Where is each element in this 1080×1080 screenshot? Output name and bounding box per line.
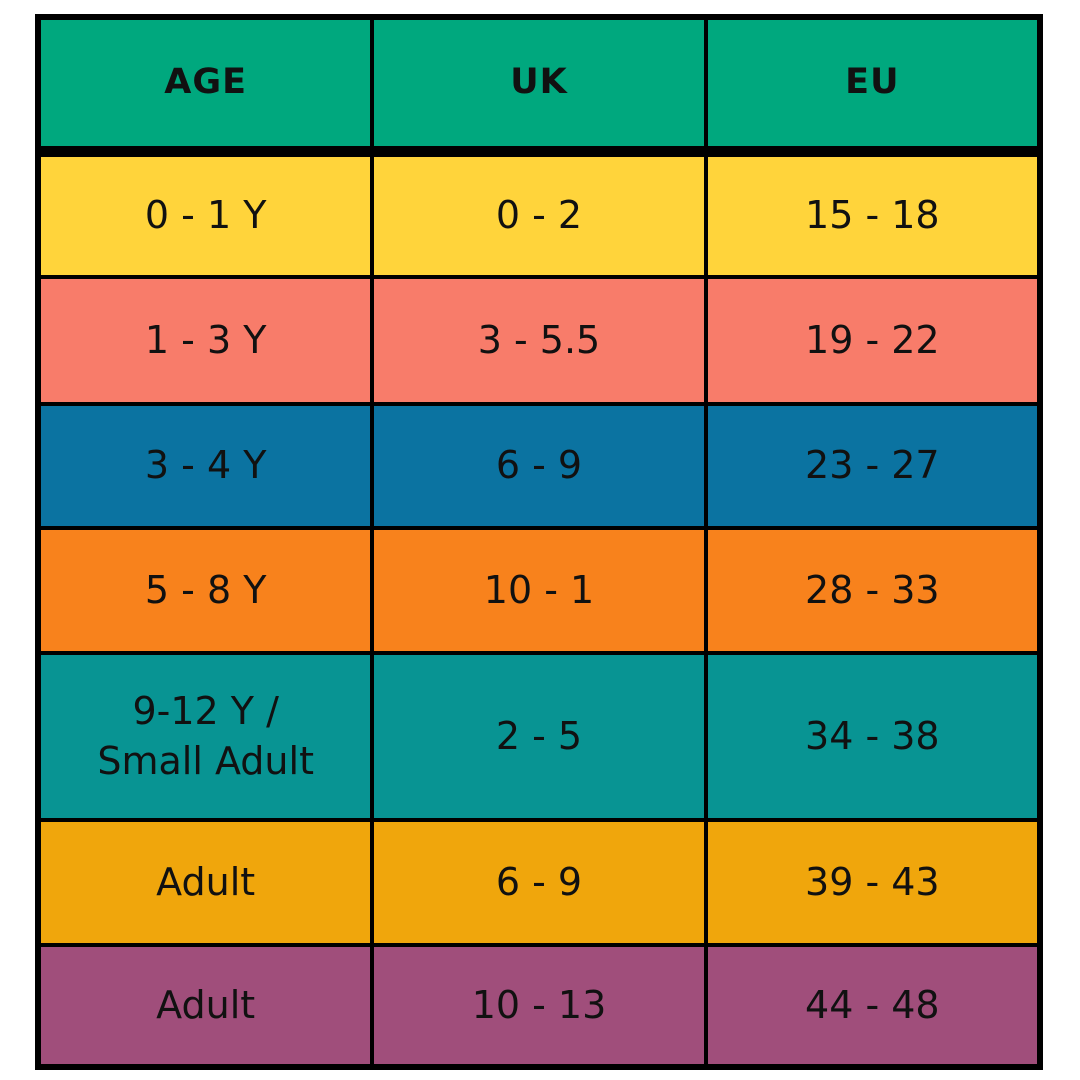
age-cell: 1 - 3 Y (41, 279, 371, 402)
age-cell: 0 - 1 Y (41, 157, 371, 275)
age-cell: Adult (41, 822, 371, 943)
size-conversion-table: AGE UK EU 0 - 1 Y 0 - 2 15 - 18 1 - 3 Y … (35, 14, 1043, 1070)
uk-size-cell: 2 - 5 (374, 655, 704, 818)
column-header-eu: EU (707, 20, 1037, 153)
uk-size-cell: 6 - 9 (374, 406, 704, 526)
eu-size-cell: 34 - 38 (707, 655, 1037, 818)
uk-size-cell: 6 - 9 (374, 822, 704, 943)
eu-size-cell: 19 - 22 (707, 279, 1037, 402)
eu-size-cell: 23 - 27 (707, 406, 1037, 526)
uk-size-cell: 10 - 1 (374, 530, 704, 651)
age-cell: 9-12 Y / Small Adult (41, 655, 371, 818)
eu-size-cell: 44 - 48 (707, 947, 1037, 1064)
age-cell: Adult (41, 947, 371, 1064)
age-cell: 5 - 8 Y (41, 530, 371, 651)
uk-size-cell: 10 - 13 (374, 947, 704, 1064)
age-cell: 3 - 4 Y (41, 406, 371, 526)
uk-size-cell: 0 - 2 (374, 157, 704, 275)
column-header-age: AGE (41, 20, 371, 153)
column-header-uk: UK (374, 20, 704, 153)
eu-size-cell: 15 - 18 (707, 157, 1037, 275)
eu-size-cell: 39 - 43 (707, 822, 1037, 943)
eu-size-cell: 28 - 33 (707, 530, 1037, 651)
uk-size-cell: 3 - 5.5 (374, 279, 704, 402)
